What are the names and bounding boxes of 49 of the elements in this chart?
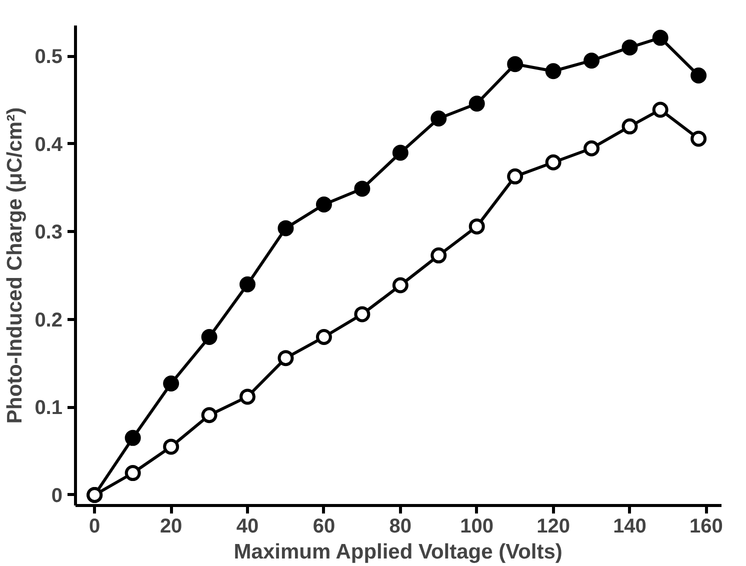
- x-tick-label: 160: [690, 516, 723, 538]
- point: [124, 465, 141, 482]
- point: [545, 63, 562, 80]
- y-tick-label: 0.3: [34, 222, 63, 244]
- point: [584, 140, 600, 156]
- point: [354, 180, 370, 197]
- point: [124, 430, 141, 446]
- point: [240, 276, 256, 292]
- point: [278, 350, 294, 366]
- point: [622, 118, 638, 134]
- x-tick-label: 140: [613, 516, 646, 538]
- y-tick-label: 0.4: [34, 134, 64, 156]
- y-tick-label: 0.2: [34, 309, 63, 332]
- point: [652, 30, 668, 46]
- point: [316, 196, 332, 212]
- point: [622, 39, 638, 56]
- point: [507, 168, 524, 184]
- x-tick-label: 60: [312, 516, 336, 538]
- point: [201, 407, 218, 424]
- x-tick-label: 80: [389, 516, 412, 538]
- point: [690, 130, 707, 147]
- x-tick-label: 100: [460, 516, 494, 538]
- point: [468, 96, 485, 112]
- x-tick-label: 0: [89, 516, 100, 538]
- y-axis-title: Photo-Induced Charge (μC/cm²): [4, 107, 27, 424]
- point: [545, 154, 562, 170]
- point: [316, 329, 332, 346]
- point: [468, 218, 485, 234]
- point: [163, 376, 180, 392]
- point: [507, 56, 524, 72]
- x-tick-label: 40: [236, 516, 259, 538]
- y-tick-label: 0.5: [34, 46, 63, 68]
- point: [392, 144, 408, 161]
- point: [430, 110, 447, 127]
- point: [354, 306, 370, 322]
- x-axis-title: Maximum Applied Voltage (Volts): [234, 540, 562, 564]
- x-tick-label: 120: [536, 516, 570, 538]
- point: [278, 220, 294, 236]
- point: [690, 68, 707, 84]
- point: [240, 388, 256, 405]
- point: [163, 438, 180, 455]
- y-tick-label: 0: [51, 484, 62, 507]
- y-tick-label: 0.1: [34, 397, 63, 420]
- point: [430, 247, 447, 264]
- point: [652, 102, 668, 118]
- x-tick-label: 20: [160, 516, 182, 538]
- point: [201, 329, 218, 346]
- point: [392, 277, 408, 294]
- point: [584, 52, 600, 69]
